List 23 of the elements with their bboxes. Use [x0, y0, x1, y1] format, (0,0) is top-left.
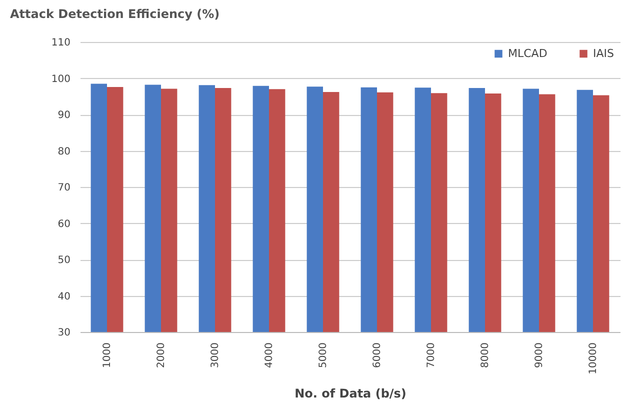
- x-axis-title: No. of Data (b/s): [294, 386, 406, 400]
- legend-label: MLCAD: [508, 46, 548, 60]
- legend-label: IAIS: [593, 46, 614, 60]
- x-tick-label: 4000: [264, 342, 275, 368]
- y-tick-label: 90: [58, 110, 70, 121]
- y-tick-label: 100: [51, 74, 70, 85]
- x-tick-label: 7000: [426, 342, 437, 368]
- x-tick-label: 10000: [588, 342, 599, 374]
- y-tick-label: 30: [58, 328, 70, 338]
- y-tick-label: 50: [58, 255, 70, 266]
- x-tick-label: 1000: [102, 342, 113, 368]
- y-tick-label: 40: [58, 291, 70, 302]
- y-tick-label: 70: [58, 182, 70, 194]
- x-tick-label: 6000: [372, 342, 383, 368]
- x-tick-label: 9000: [534, 342, 545, 368]
- y-tick-label: 110: [51, 38, 70, 48]
- x-tick-label: 2000: [156, 342, 167, 368]
- x-tick-label: 8000: [480, 342, 491, 368]
- chart-title: Attack Detection Efficiency (%): [10, 7, 220, 21]
- x-tick-label: 5000: [318, 342, 329, 368]
- y-tick-label: 60: [58, 218, 70, 230]
- x-tick-label: 3000: [210, 342, 221, 368]
- y-tick-label: 80: [58, 146, 70, 158]
